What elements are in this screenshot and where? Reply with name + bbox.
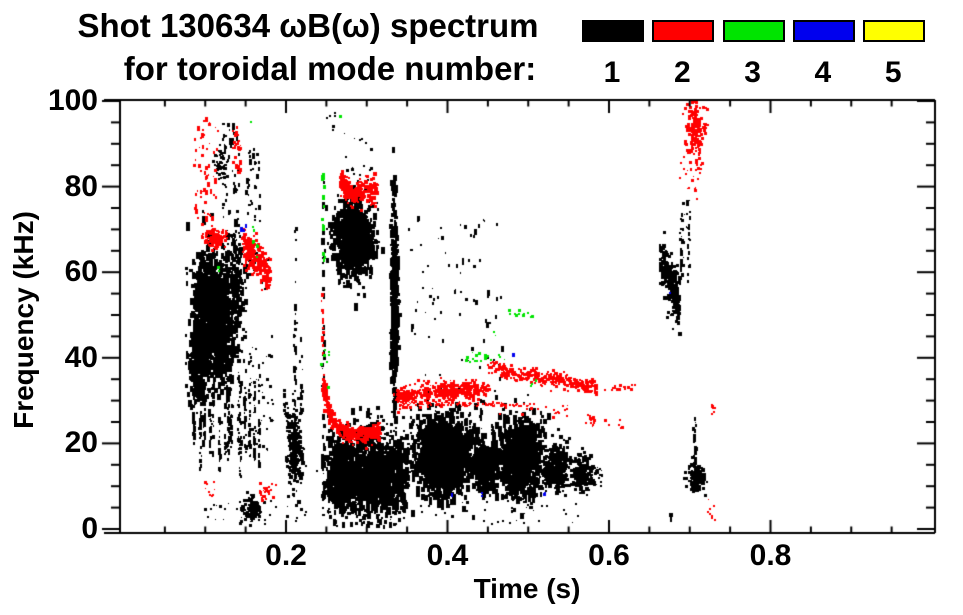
- legend-swatch-mode-1: [582, 20, 644, 42]
- y-tick-label-40: 40: [64, 340, 98, 374]
- x-axis-label: Time (s): [473, 573, 581, 604]
- y-tick-label-80: 80: [64, 169, 98, 203]
- legend-swatch-mode-5: [863, 20, 926, 42]
- legend-swatch-mode-4: [792, 20, 855, 42]
- y-tick-label-0: 0: [81, 512, 98, 545]
- x-tick-label-0.6: 0.6: [588, 539, 630, 572]
- chart-subtitle: for toroidal mode number:: [123, 50, 537, 87]
- legend-label-mode-2: 2: [673, 56, 691, 89]
- y-axis-label: Frequency (kHz): [8, 211, 39, 429]
- legend-swatch-mode-2: [652, 20, 715, 42]
- legend-label-mode-5: 5: [884, 56, 902, 89]
- x-tick-label-0.4: 0.4: [426, 539, 469, 572]
- x-tick-label-0.8: 0.8: [749, 539, 792, 572]
- y-tick-label-100: 100: [47, 84, 98, 117]
- legend-swatch-mode-3: [722, 20, 785, 42]
- legend-label-mode-4: 4: [814, 56, 832, 89]
- y-tick-label-20: 20: [64, 426, 98, 460]
- legend-label-mode-3: 3: [744, 56, 761, 89]
- x-tick-label-0.2: 0.2: [265, 539, 307, 572]
- y-tick-label-60: 60: [64, 255, 98, 289]
- legend-label-mode-1: 1: [603, 56, 621, 89]
- chart-title: Shot 130634 ωB(ω) spectrum: [77, 7, 539, 44]
